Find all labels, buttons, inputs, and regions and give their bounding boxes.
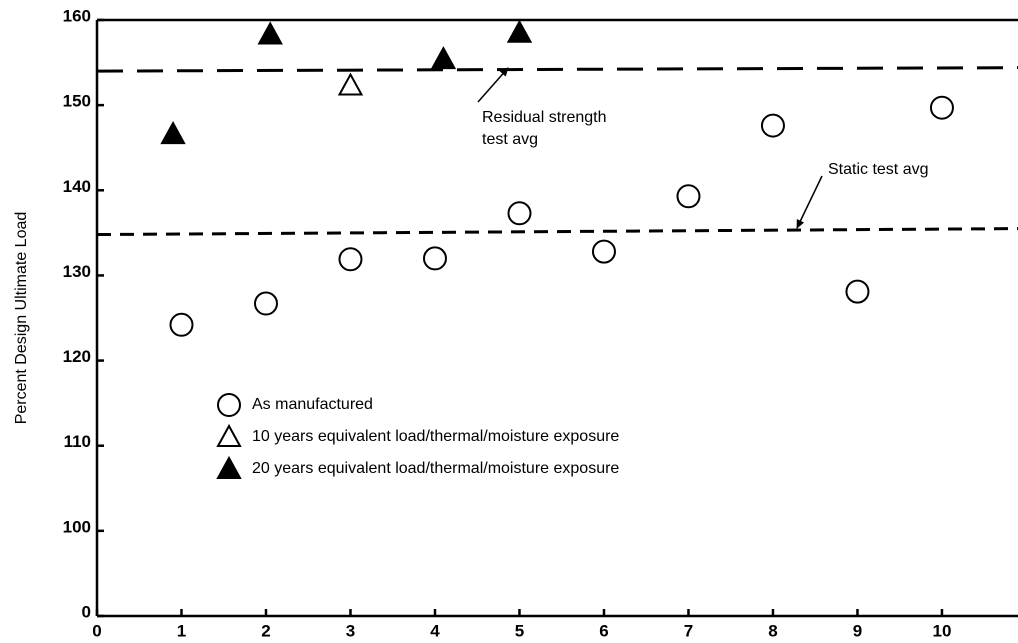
legend-label: 10 years equivalent load/thermal/moistur… — [252, 428, 619, 445]
point — [507, 201, 532, 226]
y-tick-label: 150 — [63, 92, 91, 111]
y-tick-label: 110 — [64, 432, 91, 451]
legend-swatch — [216, 455, 242, 479]
y-tick-label: 100 — [63, 517, 91, 536]
point — [929, 95, 954, 120]
legend-swatch — [217, 393, 241, 417]
x-tick-label: 9 — [853, 621, 862, 640]
annotation: Static test avg — [828, 161, 929, 178]
legend-label: 20 years equivalent load/thermal/moistur… — [252, 460, 619, 477]
x-tick-label: 4 — [430, 621, 440, 640]
x-tick-label: 0 — [92, 621, 101, 640]
point — [160, 121, 186, 145]
y-tick-label: 0 — [82, 602, 91, 621]
y-tick-label: 120 — [63, 347, 91, 366]
point — [253, 291, 278, 316]
point — [676, 184, 701, 209]
x-tick-label: 8 — [768, 621, 777, 640]
annotation-arrow — [796, 175, 823, 229]
point — [430, 46, 457, 70]
x-tick-label: 2 — [261, 621, 270, 640]
point — [760, 113, 785, 138]
y-axis-label: Percent Design Ultimate Load — [13, 212, 30, 425]
x-tick-label: 6 — [599, 621, 608, 640]
point — [422, 246, 447, 271]
legend-swatch — [216, 423, 242, 447]
annotation: Residual strength — [482, 109, 607, 126]
x-tick-label: 5 — [515, 621, 524, 640]
point — [845, 279, 870, 304]
point — [257, 21, 283, 45]
annotation: test avg — [482, 131, 538, 148]
point — [337, 72, 364, 96]
x-tick-label: 1 — [177, 621, 186, 640]
point — [338, 247, 363, 272]
y-tick-label: 160 — [63, 6, 91, 25]
annotation-arrow — [477, 67, 509, 103]
point — [591, 239, 616, 264]
y-tick-label: 130 — [63, 262, 91, 281]
point — [506, 19, 533, 43]
reference-line — [96, 66, 1018, 73]
x-tick-label: 3 — [346, 621, 355, 640]
y-tick-label: 140 — [63, 177, 91, 196]
legend-label: As manufactured — [252, 396, 373, 413]
point — [169, 312, 194, 337]
reference-line — [96, 227, 1018, 237]
x-tick-label: 7 — [684, 621, 693, 640]
x-tick-label: 10 — [932, 621, 951, 640]
